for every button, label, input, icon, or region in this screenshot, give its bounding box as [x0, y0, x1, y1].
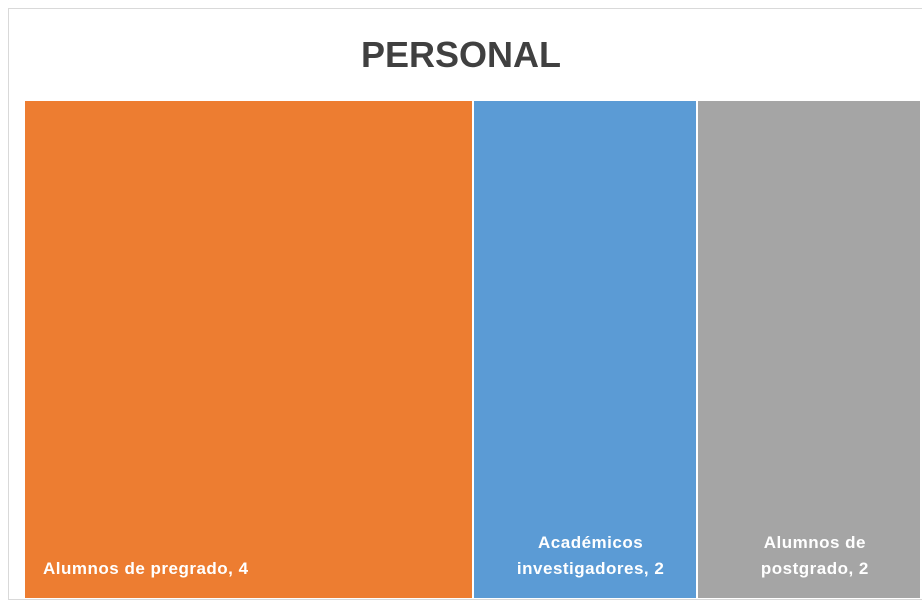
data-label: Académicos investigadores, 2	[516, 533, 665, 578]
tile: Académicos investigadores, 2	[473, 101, 698, 598]
label-box: Alumnos de postgrado, 2	[716, 530, 914, 582]
tile: Alumnos de postgrado, 2	[697, 101, 922, 598]
data-label: Alumnos de postgrado, 2	[760, 533, 869, 578]
label-box: Alumnos de pregrado, 4	[43, 556, 466, 582]
tile: Alumnos de pregrado, 4	[25, 101, 474, 598]
data-label: Alumnos de pregrado, 4	[43, 559, 249, 578]
label-box: Académicos investigadores, 2	[492, 530, 690, 582]
plot-area: Alumnos de pregrado, 4 Académicos investi…	[25, 101, 922, 598]
chart-title: PERSONAL	[360, 34, 562, 75]
